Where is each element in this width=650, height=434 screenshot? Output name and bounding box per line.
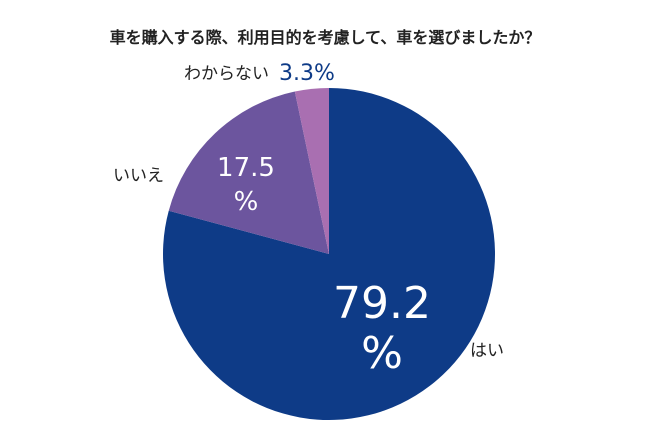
slice-value-iie: 17.5 (217, 153, 275, 183)
slice-value-hai: 79.2 (333, 278, 431, 329)
slice-unit-hai: % (361, 328, 403, 379)
slice-label-iie: いいえ (113, 166, 164, 186)
slice-unit-iie: % (234, 187, 259, 217)
slice-value-wakaranai: 3.3% (279, 61, 335, 86)
slice-label-hai: はい (470, 341, 504, 361)
slice-hai (163, 88, 496, 420)
slice-wakaranai (294, 88, 329, 254)
slice-iie (168, 91, 329, 254)
slice-label-wakaranai: わからない (184, 64, 269, 84)
chart-title: 車を購入する際、利用目的を考慮して、車を選びましたか？ (110, 28, 541, 47)
pie-slices (163, 88, 496, 420)
